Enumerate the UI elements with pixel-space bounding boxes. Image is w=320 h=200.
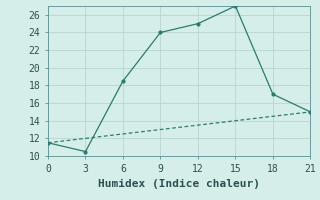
X-axis label: Humidex (Indice chaleur): Humidex (Indice chaleur)	[98, 179, 260, 189]
